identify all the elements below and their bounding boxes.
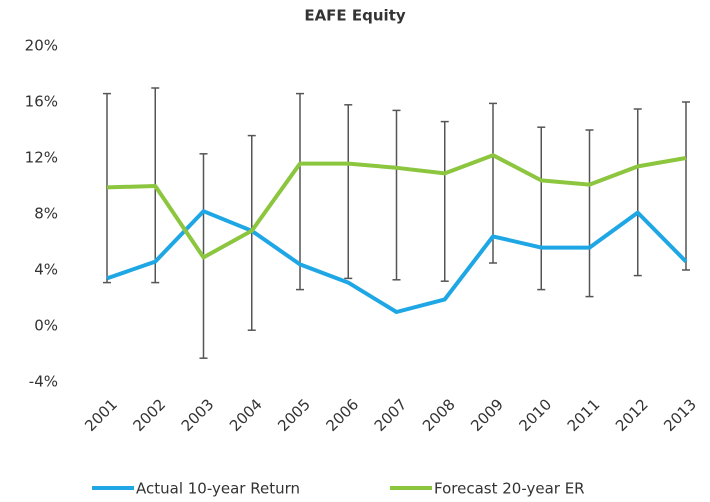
chart-title: EAFE Equity [304, 7, 406, 25]
series-line [106, 209, 688, 314]
x-tick-label: 2013 [660, 395, 700, 435]
x-tick-label: 2005 [274, 395, 314, 435]
y-tick-label: 20% [25, 37, 58, 55]
y-tick-label: 16% [25, 93, 58, 111]
series-line [106, 153, 687, 260]
y-tick-label: 8% [34, 205, 58, 223]
x-tick-label: 2010 [516, 395, 556, 435]
x-tick-label: 2012 [612, 395, 652, 435]
x-tick-label: 2008 [419, 395, 459, 435]
legend-label: Actual 10-year Return [136, 480, 300, 498]
x-tick-label: 2004 [226, 395, 266, 435]
x-tick-label: 2003 [178, 395, 218, 435]
x-tick-label: 2007 [371, 395, 411, 435]
x-tick-label: 2002 [130, 395, 170, 435]
x-tick-label: 2009 [467, 395, 507, 435]
legend-label: Forecast 20-year ER [434, 480, 585, 498]
y-tick-label: 0% [34, 317, 58, 335]
x-tick-label: 2001 [81, 395, 121, 435]
y-tick-label: 12% [25, 149, 58, 167]
x-tick-label: 2011 [564, 395, 604, 435]
y-tick-label: 4% [34, 261, 58, 279]
y-tick-label: -4% [29, 373, 58, 391]
x-tick-label: 2006 [323, 395, 363, 435]
